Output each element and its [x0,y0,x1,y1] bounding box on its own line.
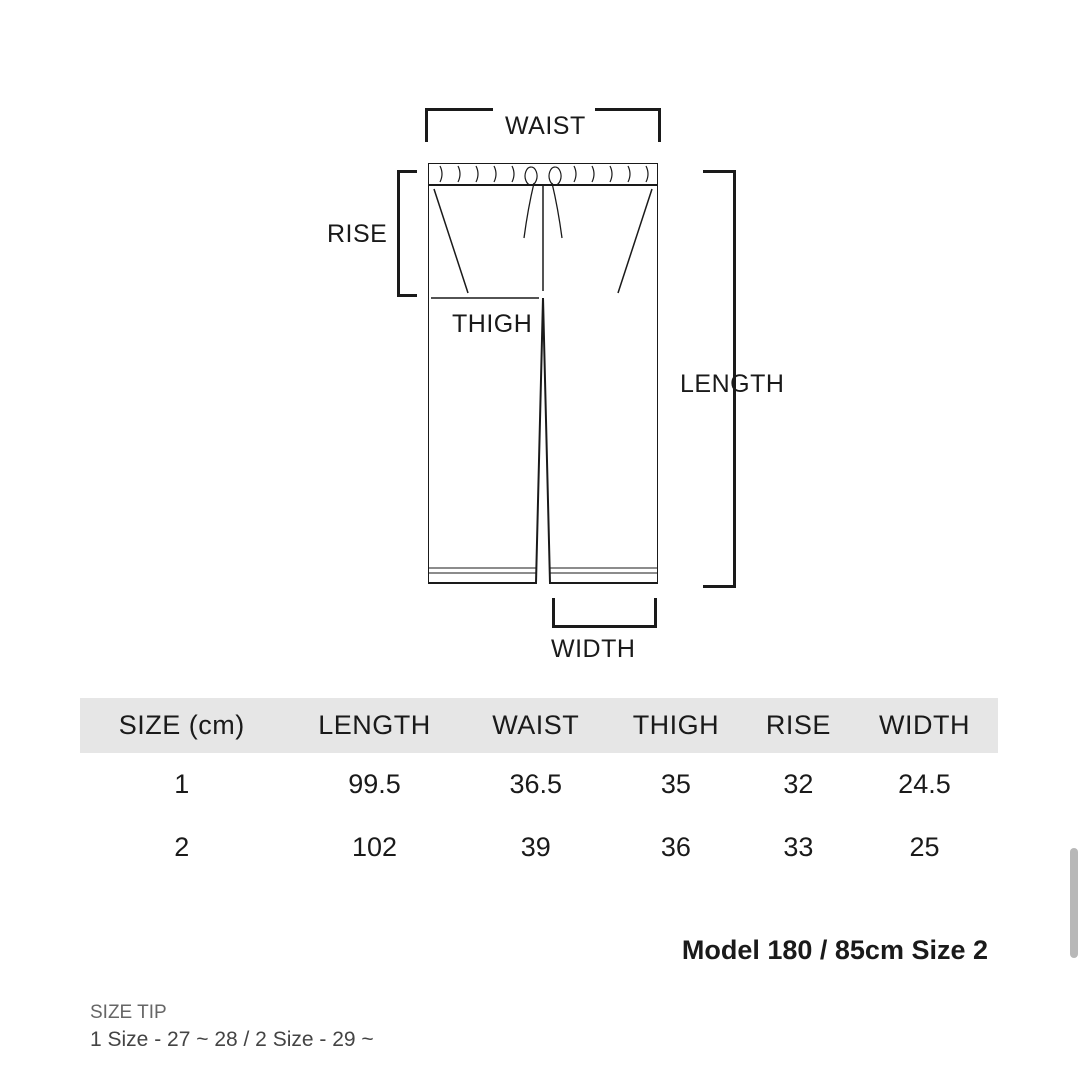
table-row: 210239363325 [80,816,998,879]
pants-measurement-diagram: WAIST RISE THIGH LENGTH WIDTH [0,80,1078,680]
label-width: WIDTH [551,635,635,664]
col-header: WIDTH [851,698,998,753]
bracket-waist-left [425,108,493,142]
col-header: SIZE (cm) [80,698,284,753]
label-rise: RISE [327,220,387,249]
table-cell: 35 [606,753,746,816]
table-cell: 36 [606,816,746,879]
table-cell: 24.5 [851,753,998,816]
model-note: Model 180 / 85cm Size 2 [682,935,988,966]
bracket-length [703,170,736,588]
label-waist: WAIST [505,112,586,141]
pants-illustration [428,163,658,603]
col-header: THIGH [606,698,746,753]
table-cell: 1 [80,753,284,816]
table-row: 199.536.5353224.5 [80,753,998,816]
size-tip-heading: SIZE TIP [90,1002,167,1024]
size-tip-body: 1 Size - 27 ~ 28 / 2 Size - 29 ~ [90,1028,374,1052]
col-header: LENGTH [284,698,466,753]
col-header: WAIST [465,698,606,753]
bracket-waist-right [595,108,661,142]
table-cell: 39 [465,816,606,879]
table-cell: 32 [746,753,851,816]
scrollbar-thumb[interactable] [1070,848,1078,958]
table-cell: 99.5 [284,753,466,816]
table-cell: 25 [851,816,998,879]
table-cell: 102 [284,816,466,879]
table-cell: 2 [80,816,284,879]
bracket-rise [397,170,417,297]
table-cell: 36.5 [465,753,606,816]
table-cell: 33 [746,816,851,879]
col-header: RISE [746,698,851,753]
size-table: SIZE (cm)LENGTHWAISTTHIGHRISEWIDTH 199.5… [80,698,998,879]
